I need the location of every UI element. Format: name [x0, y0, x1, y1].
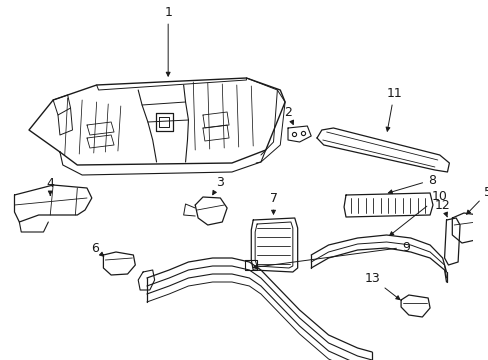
Text: 1: 1 — [164, 5, 172, 76]
Text: 2: 2 — [284, 105, 293, 125]
Text: 10: 10 — [389, 189, 447, 235]
Text: 8: 8 — [387, 174, 435, 194]
Text: 9: 9 — [253, 240, 409, 269]
Text: 6: 6 — [91, 242, 103, 256]
Text: 3: 3 — [212, 176, 224, 195]
Text: 7: 7 — [269, 192, 277, 214]
Text: 11: 11 — [386, 86, 401, 131]
Text: 12: 12 — [434, 198, 449, 217]
Text: 13: 13 — [364, 271, 399, 300]
Text: 5: 5 — [466, 185, 488, 214]
Text: 4: 4 — [46, 176, 54, 195]
